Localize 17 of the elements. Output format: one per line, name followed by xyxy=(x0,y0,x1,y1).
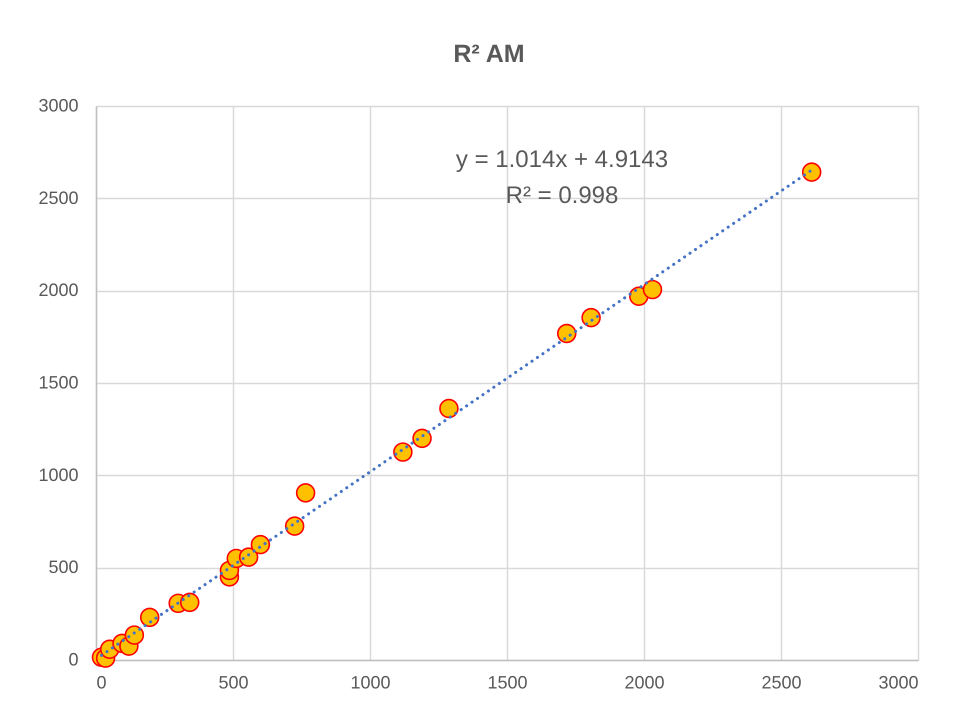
y-tick-label: 1000 xyxy=(38,464,78,485)
y-tick-label: 0 xyxy=(68,650,78,670)
x-tick-label: 1000 xyxy=(350,672,391,692)
y-tick-label: 500 xyxy=(48,557,78,578)
x-tick-label: 3000 xyxy=(878,672,918,692)
y-tick-label: 3000 xyxy=(38,96,78,116)
x-tick-label: 2000 xyxy=(624,672,665,692)
chart-title: R² AM xyxy=(453,40,525,68)
y-tick-label: 1500 xyxy=(38,372,78,392)
x-tick-label: 2500 xyxy=(761,672,802,692)
x-tick-label: 0 xyxy=(96,672,107,692)
x-tick-label: 500 xyxy=(218,672,249,692)
x-tick-label: 1500 xyxy=(487,672,528,692)
y-tick-label: 2000 xyxy=(38,280,78,300)
y-tick-label: 2500 xyxy=(38,188,78,208)
annotation: R² = 0.998 xyxy=(506,182,618,209)
annotation: y = 1.014x + 4.9143 xyxy=(456,146,668,173)
